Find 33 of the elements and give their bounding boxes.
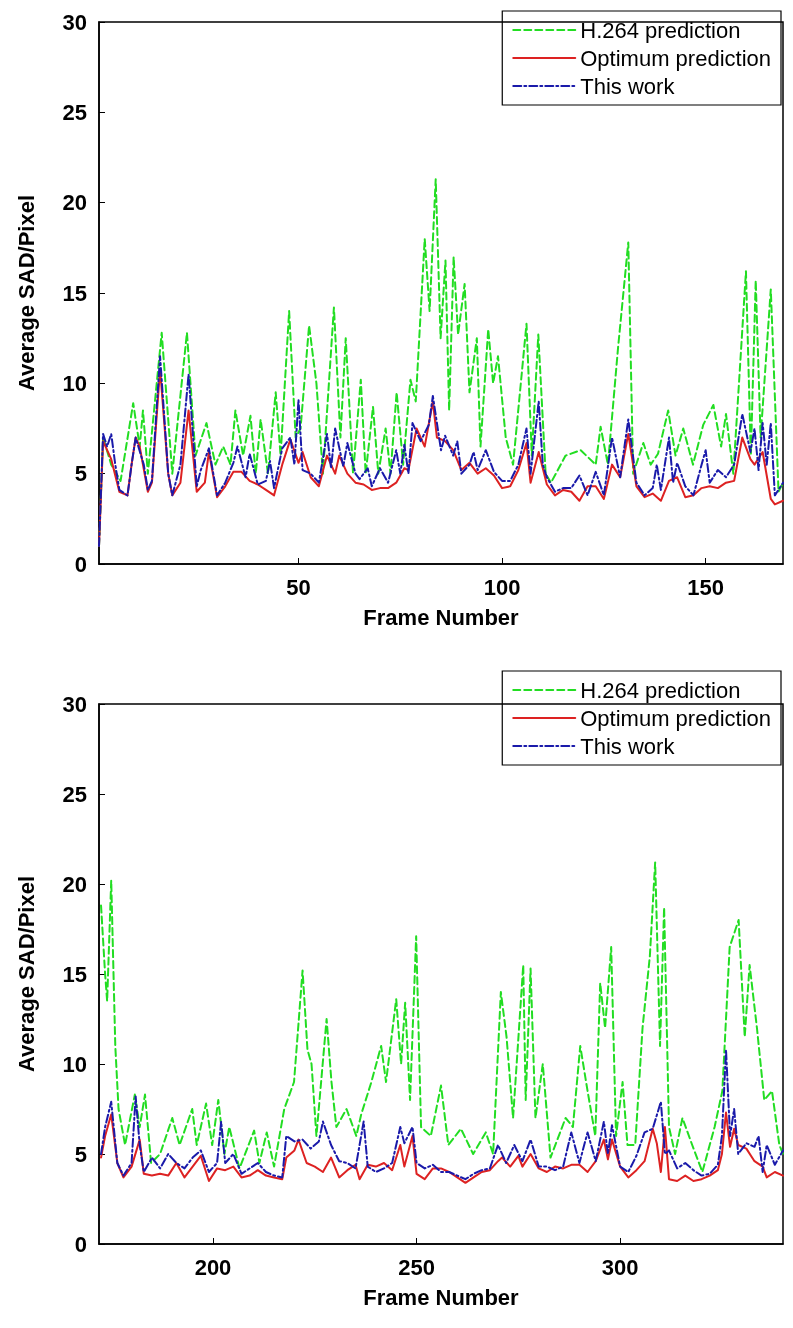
x-tick-label: 300 <box>601 1254 639 1280</box>
legend-label: This work <box>580 733 676 759</box>
x-tick-label: 100 <box>483 574 521 600</box>
y-tick-label: 20 <box>62 190 87 216</box>
line-series <box>100 861 784 1173</box>
y-tick-label: 20 <box>62 871 87 897</box>
x-tick-label: 150 <box>687 574 724 600</box>
legend-label: H.264 prediction <box>580 677 741 703</box>
y-tick-label: 25 <box>62 99 87 125</box>
y-tick-label: 15 <box>62 961 87 987</box>
legend-label: This work <box>580 73 676 99</box>
y-tick-label: 10 <box>62 370 87 396</box>
y-tick-label: 0 <box>74 1231 87 1257</box>
y-tick-label: 30 <box>62 691 87 717</box>
x-axis-title: Frame Number <box>363 604 520 630</box>
line-series <box>100 1048 784 1181</box>
y-tick-label: 5 <box>74 461 87 487</box>
y-tick-label: 15 <box>62 280 87 306</box>
y-tick-label: 10 <box>62 1051 87 1077</box>
y-tick-label: 5 <box>74 1141 87 1167</box>
x-tick-label: 250 <box>398 1254 435 1280</box>
x-axis-title: Frame Number <box>363 1284 520 1310</box>
y-axis-title: Average SAD/Pixel <box>13 194 39 392</box>
y-axis-title: Average SAD/Pixel <box>13 875 39 1073</box>
y-tick-label: 25 <box>62 781 87 807</box>
legend-label: H.264 prediction <box>580 17 741 43</box>
x-tick-label: 50 <box>286 574 311 600</box>
legend-label: Optimum prediction <box>580 45 772 71</box>
legend-label: Optimum prediction <box>580 705 772 731</box>
x-tick-label: 200 <box>194 1254 232 1280</box>
line-series <box>100 1111 784 1184</box>
y-tick-label: 30 <box>62 9 87 35</box>
y-tick-label: 0 <box>74 551 87 577</box>
